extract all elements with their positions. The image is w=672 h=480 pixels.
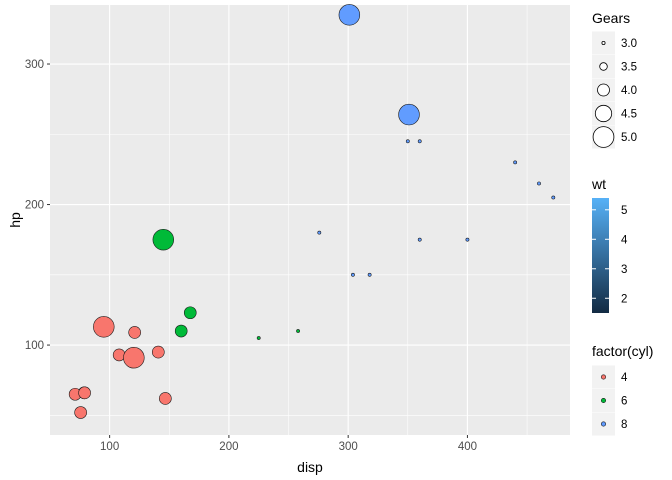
- x-tick-label: 400: [458, 441, 477, 453]
- legend-gears-symbol: [599, 62, 608, 71]
- legend-gears-symbol: [601, 41, 606, 46]
- data-point-cyl-4: [93, 316, 115, 338]
- legend-wt-title: wt: [591, 176, 606, 192]
- data-point-cyl-6: [183, 306, 197, 320]
- x-tick-label: 300: [339, 441, 358, 453]
- data-point-cyl-8: [417, 139, 422, 144]
- x-tick-label: 200: [219, 441, 238, 453]
- data-point-cyl-8: [317, 230, 322, 235]
- legend-gears-label: 4.5: [621, 109, 637, 121]
- data-point-cyl-8: [417, 237, 422, 242]
- legend-gears-symbol: [594, 104, 613, 123]
- data-point-cyl-8: [513, 160, 518, 165]
- data-point-cyl-8: [351, 272, 355, 277]
- legend-gears-label: 3.5: [621, 62, 637, 74]
- legend-gears-label: 3.0: [621, 38, 637, 50]
- legend-cyl-title: factor(cyl): [592, 343, 653, 359]
- x-tick-label: 100: [100, 441, 119, 453]
- y-tick-label: 200: [25, 200, 44, 212]
- legend-wt-label: 5: [621, 205, 627, 217]
- legend-cyl-label: 8: [621, 419, 627, 431]
- x-axis-title: disp: [297, 459, 323, 475]
- legend-gears-title: Gears: [592, 10, 630, 26]
- data-point-cyl-4: [159, 392, 172, 405]
- data-point-cyl-6: [256, 336, 261, 340]
- legend-cyl-symbol: [600, 374, 606, 380]
- data-point-cyl-8: [551, 195, 556, 200]
- data-point-cyl-8: [465, 237, 470, 242]
- data-point-cyl-6: [152, 228, 175, 251]
- data-point-cyl-4: [123, 347, 145, 369]
- y-tick-label: 300: [25, 59, 44, 71]
- data-point-cyl-6: [296, 329, 300, 333]
- data-point-cyl-4: [151, 345, 165, 359]
- legend-wt-label: 4: [621, 234, 628, 246]
- legend-gears-label: 5.0: [621, 132, 637, 144]
- legend-gears: Gears 3.0 3.5 4.0 4.5 5.0: [592, 10, 637, 149]
- legend-wt-label: 3: [621, 264, 627, 276]
- data-point-cyl-8: [338, 4, 361, 26]
- legend-wt-colorbar: [592, 198, 609, 313]
- data-point-cyl-8: [537, 181, 541, 186]
- axes: 100 200 300 400 100 200 300: [25, 59, 477, 453]
- plot-panel: [50, 5, 570, 435]
- grid: [50, 5, 570, 435]
- legend-cyl-symbol: [600, 421, 606, 427]
- legend-cyl-symbol: [600, 397, 606, 403]
- data-point-cyl-6: [174, 324, 188, 338]
- data-point-cyl-8: [367, 272, 372, 277]
- data-point-cyl-8: [398, 103, 420, 126]
- legend-wt: wt 2 3 4 5: [591, 176, 628, 313]
- legend-cyl-label: 4: [621, 372, 628, 384]
- legend-gears-symbol: [597, 83, 610, 97]
- points: [68, 4, 556, 419]
- legend-gears-label: 4.0: [621, 85, 637, 97]
- data-point-cyl-4: [128, 326, 141, 339]
- legend-gears-symbol: [592, 126, 615, 148]
- y-axis-title: hp: [7, 212, 23, 228]
- data-point-cyl-8: [405, 139, 410, 144]
- legend-cyl: factor(cyl) 4 6 8: [592, 343, 653, 436]
- y-tick-label: 100: [25, 340, 44, 352]
- legend-cyl-label: 6: [621, 396, 627, 408]
- data-point-cyl-4: [74, 406, 87, 419]
- legend-wt-label: 2: [621, 293, 627, 305]
- data-point-cyl-4: [78, 386, 91, 400]
